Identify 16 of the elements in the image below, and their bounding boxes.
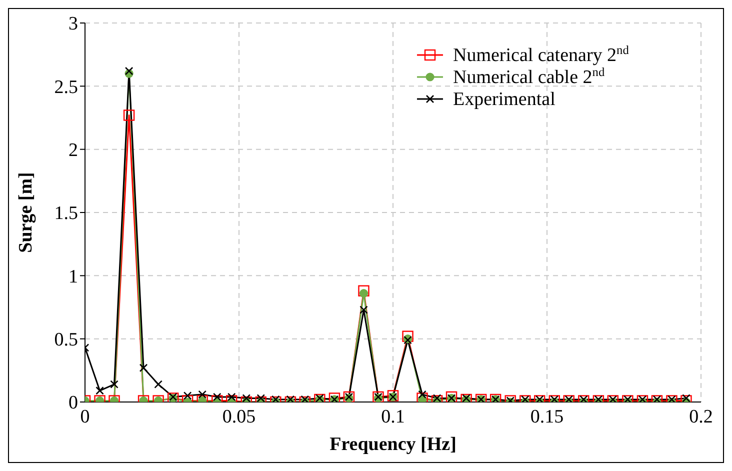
x-tick-label: 0.1 bbox=[381, 406, 405, 428]
x-tick-label: 0.05 bbox=[222, 406, 256, 428]
y-tick-label: 2.5 bbox=[54, 76, 78, 98]
x-tick-label: 0.2 bbox=[689, 406, 713, 428]
y-axis-title: Surge [m] bbox=[16, 172, 37, 253]
legend-label: Numerical cable 2$^{nd}$ bbox=[453, 65, 606, 88]
y-tick-label: 2 bbox=[68, 140, 78, 162]
legend-label: Experimental bbox=[453, 89, 556, 110]
y-tick-label: 0 bbox=[68, 392, 78, 414]
y-tick-label: 1 bbox=[68, 266, 78, 288]
y-tick-label: 3 bbox=[68, 14, 78, 35]
y-tick-label: 0.5 bbox=[54, 330, 78, 351]
x-tick-label: 0.15 bbox=[530, 406, 564, 428]
legend-label: Numerical catenary 2$^{nd}$ bbox=[453, 43, 630, 66]
y-tick-label: 1.5 bbox=[54, 203, 78, 224]
x-axis-title: Frequency [Hz] bbox=[330, 434, 456, 455]
